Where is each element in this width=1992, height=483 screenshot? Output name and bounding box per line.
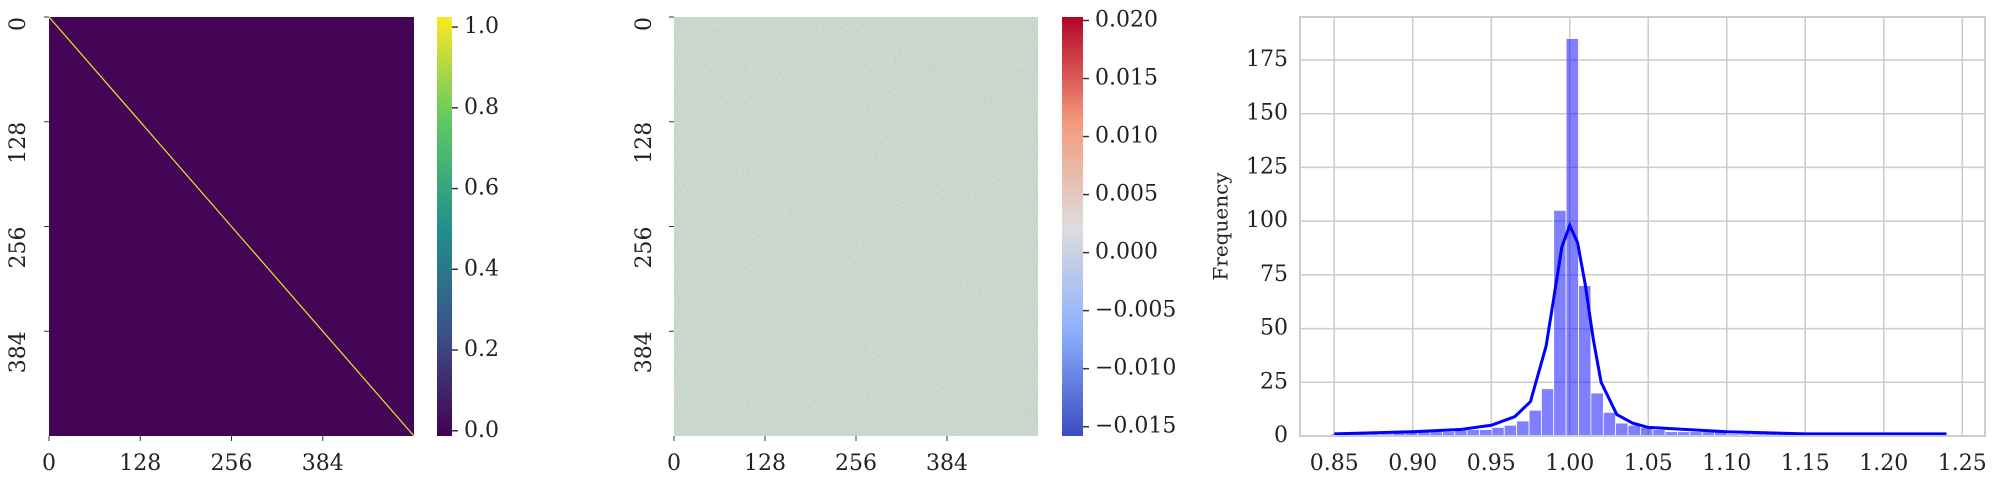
x-tick-label: 1.00: [1545, 451, 1594, 476]
x-tick-label: 1.05: [1624, 451, 1673, 476]
histogram-bar: [1541, 388, 1555, 437]
colorbar: [1062, 17, 1083, 436]
y-tick-label: 100: [1246, 208, 1288, 233]
colorbar-tick-label: −0.005: [1095, 298, 1176, 323]
colorbar-tick-label: 0.2: [464, 337, 499, 362]
y-tick-label: 0: [6, 17, 31, 31]
histogram-bar: [1627, 424, 1641, 437]
histogram-bar: [1590, 392, 1604, 437]
colorbar-tick-label: −0.015: [1095, 414, 1176, 439]
y-tick-label: 128: [632, 122, 657, 164]
colorbar-tick-label: 0.020: [1095, 7, 1158, 32]
y-tick-label: 256: [632, 227, 657, 269]
y-tick-label: 175: [1246, 47, 1288, 72]
colorbar-tick-label: −0.010: [1095, 356, 1176, 381]
histogram-bar: [1615, 422, 1629, 437]
y-tick-label: 125: [1246, 154, 1288, 179]
y-tick-label: 256: [6, 227, 31, 269]
y-tick-label: 384: [6, 331, 31, 373]
y-tick-label: 75: [1260, 262, 1288, 287]
y-tick-label: 50: [1260, 316, 1288, 341]
y-tick-label: 0: [632, 17, 657, 31]
x-tick-label: 384: [926, 451, 968, 476]
heatmap-texture: [674, 17, 1038, 436]
x-tick-label: 128: [119, 451, 161, 476]
colorbar-tick-label: 0.015: [1095, 66, 1158, 91]
x-tick-label: 0.95: [1467, 451, 1516, 476]
colorbar-tick-label: 0.005: [1095, 182, 1158, 207]
x-tick-label: 0.85: [1310, 451, 1359, 476]
histogram-bar: [1516, 420, 1530, 437]
y-tick-label: 384: [632, 331, 657, 373]
y-tick-label: 150: [1246, 101, 1288, 126]
colorbar-tick-label: 1.0: [464, 14, 499, 39]
histogram-bar: [1602, 411, 1616, 437]
heatmap-diagonal: [48, 16, 415, 437]
histogram-bar: [1528, 409, 1542, 437]
kde-line: [1334, 221, 1947, 436]
colorbar-tick-label: 0.6: [464, 176, 499, 201]
x-tick-label: 384: [302, 451, 344, 476]
histogram-bar: [1503, 424, 1518, 437]
colorbar: [437, 17, 452, 436]
x-tick-label: 0: [42, 451, 56, 476]
colorbar-tick-label: 0.000: [1095, 240, 1158, 265]
y-tick-label: 25: [1260, 369, 1288, 394]
x-tick-label: 1.15: [1781, 451, 1830, 476]
colorbar-tick-label: 0.0: [464, 418, 499, 443]
x-tick-label: 256: [835, 451, 877, 476]
x-tick-label: 1.25: [1938, 451, 1987, 476]
x-tick-label: 0: [667, 451, 681, 476]
colorbar-tick-label: 0.8: [464, 95, 499, 120]
x-tick-label: 0.90: [1388, 451, 1437, 476]
x-tick-label: 256: [211, 451, 253, 476]
histogram-bar: [1491, 427, 1505, 437]
axes-frame: [1299, 16, 1986, 437]
y-tick-label: 0: [1274, 423, 1288, 448]
x-tick-label: 1.10: [1702, 451, 1751, 476]
y-axis-label: Frequency: [1209, 172, 1233, 281]
colorbar-tick-label: 0.4: [464, 256, 499, 281]
colorbar-tick-label: 0.010: [1095, 124, 1158, 149]
y-tick-label: 128: [6, 122, 31, 164]
x-tick-label: 128: [744, 451, 786, 476]
x-tick-label: 1.20: [1859, 451, 1908, 476]
